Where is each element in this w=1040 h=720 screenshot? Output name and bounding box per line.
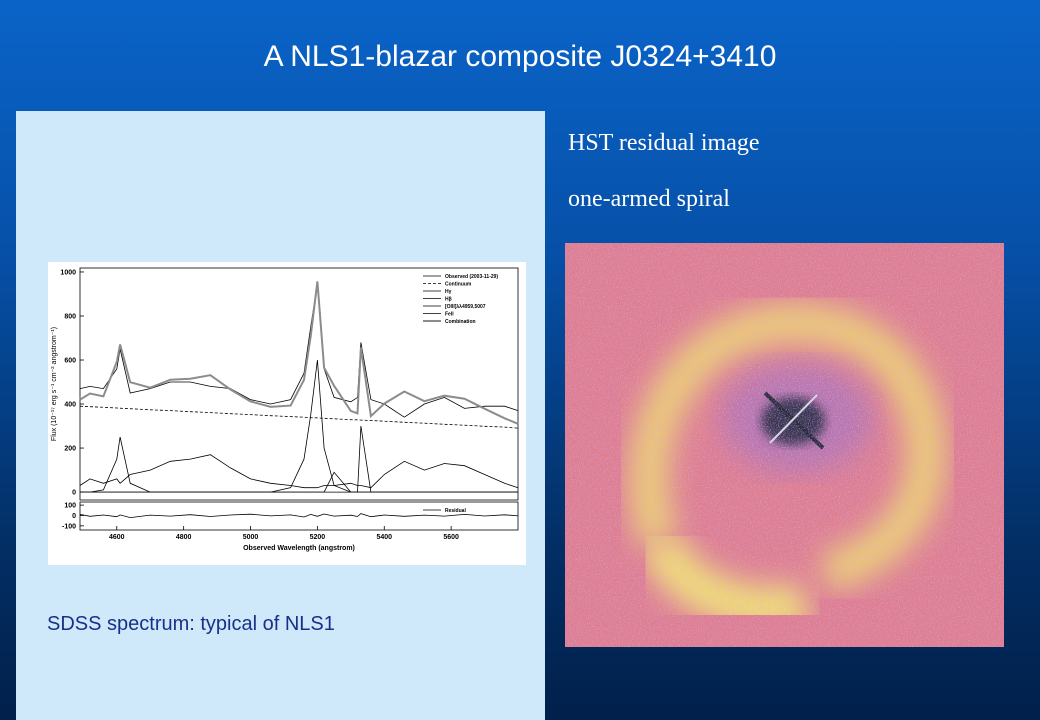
x-tick-label: 4800: [176, 534, 192, 541]
hst-image: [565, 243, 1004, 647]
y-tick-label: 200: [64, 446, 76, 453]
series-line: [80, 425, 518, 493]
y-tick-label: -100: [62, 523, 76, 530]
series-line: [79, 282, 519, 418]
slide-title: A NLS1-blazar composite J0324+3410: [263, 40, 777, 73]
y-tick-label: 400: [64, 402, 76, 409]
x-tick-label: 5400: [376, 534, 392, 541]
image-subheading: one-armed spiral: [568, 186, 730, 212]
y-tick-label: 600: [64, 358, 76, 365]
y-tick-label: 800: [64, 313, 76, 320]
legend-label: Observed (2003-11-29): [445, 274, 498, 280]
legend-label: [OIII]λλ4959,5007: [445, 304, 486, 310]
series-line: [79, 281, 519, 425]
y-tick-label: 1000: [60, 269, 76, 276]
y-axis-label: Flux (10⁻¹⁷ erg s⁻¹ cm⁻² angstrom⁻¹): [51, 327, 58, 441]
series-line: [79, 454, 519, 489]
x-tick-label: 5000: [243, 534, 259, 541]
legend-label: FeII: [445, 312, 454, 318]
x-tick-label: 5200: [310, 534, 326, 541]
legend-label: Hγ: [445, 289, 452, 295]
plot-frame: [79, 267, 519, 501]
legend-label: Hβ: [445, 297, 452, 303]
legend-label: Combination: [445, 319, 476, 325]
plot-frame: [79, 501, 519, 531]
series-line: [79, 405, 519, 429]
legend-label: Continuum: [445, 282, 472, 288]
legend-label: Residual: [445, 508, 466, 514]
image-noise: [565, 243, 1004, 647]
y-tick-label: 100: [64, 503, 76, 510]
chart-background: [48, 262, 526, 565]
series-line: [79, 513, 519, 519]
caption: SDSS spectrum: typical of NLS1: [47, 613, 335, 635]
y-tick-label: 0: [72, 513, 76, 520]
x-tick-label: 5600: [443, 534, 459, 541]
x-axis-label: Observed Wavelength (angstrom): [243, 545, 355, 552]
x-tick-label: 4600: [109, 534, 125, 541]
image-heading: HST residual image: [568, 130, 760, 156]
y-tick-label: 0: [72, 490, 76, 497]
